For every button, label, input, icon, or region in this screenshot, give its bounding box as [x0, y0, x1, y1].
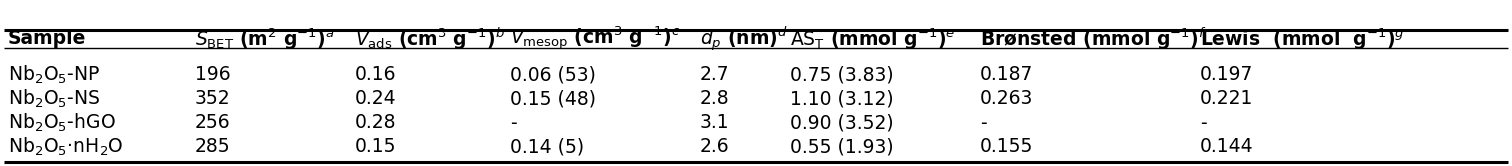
Text: 256: 256	[195, 114, 231, 132]
Text: Nb$_2$O$_5$-hGO: Nb$_2$O$_5$-hGO	[8, 112, 116, 134]
Text: 0.06 (53): 0.06 (53)	[510, 66, 596, 84]
Text: $\mathit{S}_{\mathrm{BET}}$ (m$^2$ g$^{-1}$)$^a$: $\mathit{S}_{\mathrm{BET}}$ (m$^2$ g$^{-…	[195, 26, 334, 52]
Text: $\mathit{d}_p$ (nm)$^d$: $\mathit{d}_p$ (nm)$^d$	[700, 25, 788, 53]
Text: -: -	[510, 114, 517, 132]
Text: 0.197: 0.197	[1201, 66, 1253, 84]
Text: $\mathit{V}_{\mathrm{ads}}$ (cm$^3$ g$^{-1}$)$^b$: $\mathit{V}_{\mathrm{ads}}$ (cm$^3$ g$^{…	[355, 26, 505, 52]
Text: 0.14 (5): 0.14 (5)	[510, 137, 584, 157]
Text: 1.10 (3.12): 1.10 (3.12)	[789, 89, 894, 109]
Text: 0.15 (48): 0.15 (48)	[510, 89, 596, 109]
Text: 0.28: 0.28	[355, 114, 396, 132]
Text: 196: 196	[195, 66, 231, 84]
Text: $\mathit{V}_{\mathrm{mesop}}$ (cm$^3$ g$^{-1}$)$^c$: $\mathit{V}_{\mathrm{mesop}}$ (cm$^3$ g$…	[510, 25, 680, 53]
Text: Sample: Sample	[8, 30, 86, 48]
Text: Lewis  (mmol  g$^{-1}$)$^g$: Lewis (mmol g$^{-1}$)$^g$	[1201, 26, 1405, 52]
Text: 0.16: 0.16	[355, 66, 396, 84]
Text: 0.55 (1.93): 0.55 (1.93)	[789, 137, 894, 157]
Text: 0.144: 0.144	[1201, 137, 1253, 157]
Text: 3.1: 3.1	[700, 114, 730, 132]
Text: -: -	[980, 114, 987, 132]
Text: 0.24: 0.24	[355, 89, 396, 109]
Text: $\mathrm{AS}_{\mathrm{T}}$ (mmol g$^{-1}$)$^e$: $\mathrm{AS}_{\mathrm{T}}$ (mmol g$^{-1}…	[789, 26, 956, 52]
Text: 0.221: 0.221	[1201, 89, 1253, 109]
Text: 285: 285	[195, 137, 231, 157]
Text: Brønsted (mmol g$^{-1}$)$^f$: Brønsted (mmol g$^{-1}$)$^f$	[980, 26, 1207, 52]
Text: -: -	[1201, 114, 1207, 132]
Text: 352: 352	[195, 89, 231, 109]
Text: Nb$_2$O$_5$·nH$_2$O: Nb$_2$O$_5$·nH$_2$O	[8, 136, 124, 158]
Text: Nb$_2$O$_5$-NP: Nb$_2$O$_5$-NP	[8, 64, 100, 86]
Text: 0.263: 0.263	[980, 89, 1033, 109]
Text: 2.6: 2.6	[700, 137, 730, 157]
Text: 0.155: 0.155	[980, 137, 1033, 157]
Text: 0.75 (3.83): 0.75 (3.83)	[789, 66, 894, 84]
Text: 0.15: 0.15	[355, 137, 396, 157]
Text: Nb$_2$O$_5$-NS: Nb$_2$O$_5$-NS	[8, 88, 100, 110]
Text: 2.7: 2.7	[700, 66, 730, 84]
Text: 0.187: 0.187	[980, 66, 1033, 84]
Text: 2.8: 2.8	[700, 89, 730, 109]
Text: 0.90 (3.52): 0.90 (3.52)	[789, 114, 894, 132]
